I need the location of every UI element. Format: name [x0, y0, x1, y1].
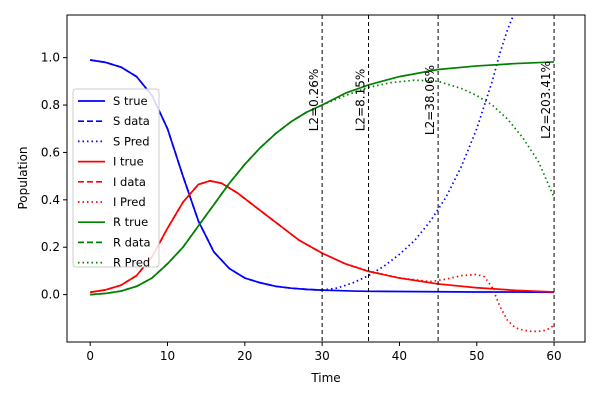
- legend-entry: S Pred: [113, 134, 150, 148]
- series-line-s-data: [90, 59, 323, 291]
- y-axis-label: Population: [16, 146, 30, 209]
- series-line-r-data: [90, 104, 323, 296]
- y-tick-label: 0.0: [41, 288, 60, 302]
- legend-entry: S true: [113, 94, 148, 108]
- legend-entry: S data: [113, 114, 150, 128]
- x-tick-label: 20: [237, 349, 252, 363]
- y-tick-label: 0.2: [41, 240, 60, 254]
- x-tick-label: 30: [314, 349, 329, 363]
- x-tick-label: 10: [160, 349, 175, 363]
- legend-entry: I true: [113, 155, 144, 169]
- legend-entry: R Pred: [113, 256, 150, 270]
- legend-entry: I Pred: [113, 195, 146, 209]
- vline-label-0: L2=0.26%: [307, 69, 321, 132]
- vline-label-2: L2=38.06%: [423, 65, 437, 135]
- x-axis-label: Time: [310, 371, 340, 385]
- y-axis: 0.0 0.2 0.4 0.6 0.8 1.0: [41, 51, 67, 302]
- plot-area: L2=0.26% L2=8.15% L2=38.06% L2=203.41%: [90, 15, 555, 342]
- legend-entry: R data: [113, 235, 151, 249]
- series-line-s-pred: [322, 15, 515, 291]
- x-tick-label: 40: [392, 349, 407, 363]
- legend-entry: R true: [113, 215, 148, 229]
- y-tick-label: 0.6: [41, 145, 60, 159]
- y-tick-label: 1.0: [41, 51, 60, 65]
- x-tick-label: 60: [546, 349, 561, 363]
- vline-label-1: L2=8.15%: [354, 69, 368, 132]
- series-line-i-data: [90, 180, 323, 294]
- vline-label-3: L2=203.41%: [539, 61, 553, 139]
- y-tick-label: 0.8: [41, 98, 60, 112]
- plot-frame: [66, 14, 586, 343]
- x-tick-label: 0: [86, 349, 94, 363]
- x-tick-label: 50: [469, 349, 484, 363]
- y-tick-label: 0.4: [41, 193, 60, 207]
- legend-entry: I data: [113, 175, 146, 189]
- x-axis: 0 10 20 30 40 50 60: [86, 342, 562, 363]
- legend: S true S data S Pred I true I data I Pred R tr…: [72, 88, 160, 270]
